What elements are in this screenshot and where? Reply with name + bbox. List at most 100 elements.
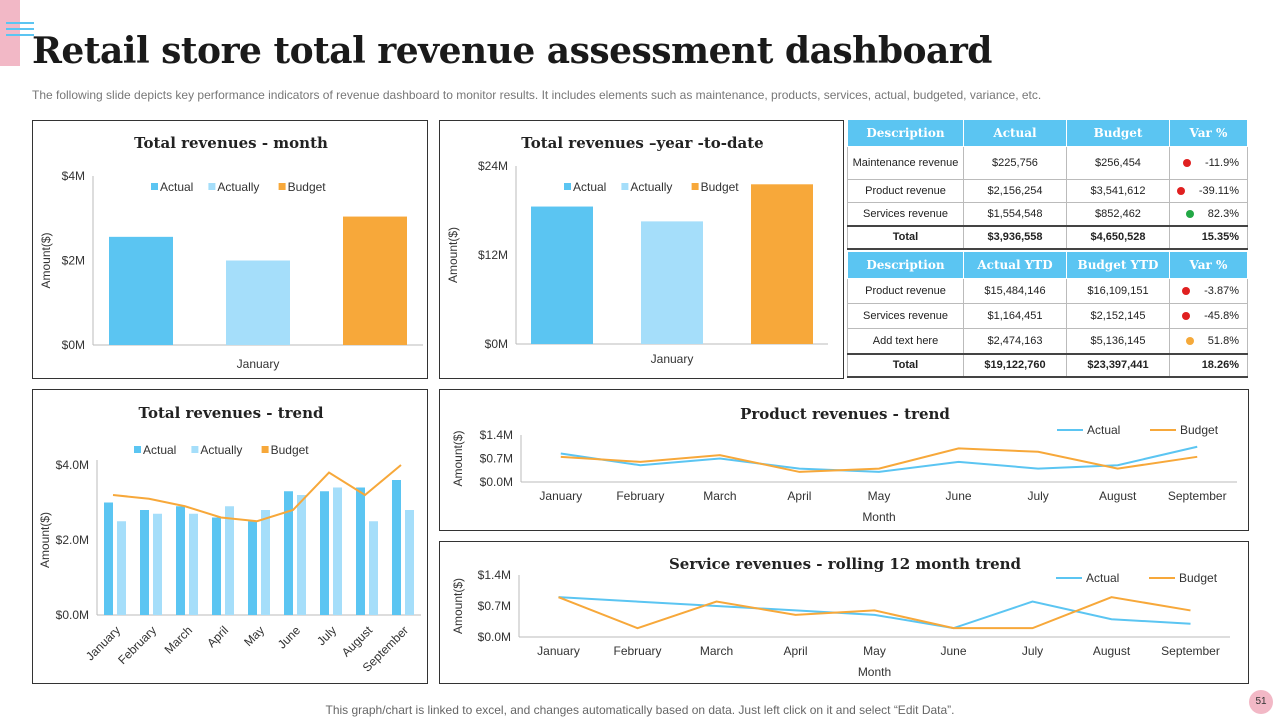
chart-revenues-ytd: Total revenues –year -to-date Actual Actua… (446, 134, 828, 366)
legend-label: Budget (701, 180, 740, 194)
legend-swatch (134, 446, 141, 453)
cell-var: 82.3% (1169, 202, 1248, 226)
line-actual (560, 445, 1198, 473)
cell-description: Product revenue (847, 179, 964, 203)
status-dot-icon (1182, 159, 1191, 168)
panel-revenues-ytd: Total revenues –year -to-date Actual Actua… (439, 120, 844, 379)
panel-product-trend: Product revenues - trend Actual Budget $0.0… (439, 389, 1249, 531)
bar-budget (343, 216, 407, 345)
cell-description: Services revenue (847, 303, 964, 329)
legend-swatch (564, 183, 571, 190)
legend-label: Actual (1086, 571, 1119, 585)
col-header-var: Var % (1169, 251, 1248, 279)
status-dot-icon (1176, 187, 1185, 196)
y-tick-label: $0.0M (478, 630, 511, 644)
cell-var: -11.9% (1169, 146, 1248, 180)
bar-actually (189, 513, 198, 615)
var-value: -45.8% (1204, 310, 1239, 322)
chart-revenues-month: Total revenues - month Actual Actually Budg… (39, 134, 423, 371)
legend-swatch (278, 183, 286, 190)
x-tick-label: May (863, 644, 886, 658)
cell-description: Maintenance revenue (847, 146, 964, 180)
line-budget (560, 447, 1198, 473)
y-tick-label: $4M (62, 169, 85, 183)
kpi-table-ytd: Description Actual YTD Budget YTD Var % … (847, 251, 1248, 378)
var-value: -3.87% (1204, 285, 1239, 297)
bar-actual (140, 510, 149, 615)
var-value: -39.11% (1198, 185, 1239, 197)
kpi-table-monthly: Description Actual Budget Var % Maintena… (847, 119, 1248, 250)
x-tick-label: April (787, 489, 811, 503)
var-value: -11.9% (1204, 157, 1239, 169)
y-tick-label: $0.7M (480, 452, 513, 466)
cell-actual: $3,936,558 (963, 224, 1067, 250)
bar-actually (153, 513, 162, 615)
col-header-description: Description (847, 119, 964, 147)
legend-label: Budget (1179, 571, 1218, 585)
cell-budget: $2,152,145 (1066, 303, 1170, 329)
x-tick-label: March (703, 489, 736, 503)
cell-actual: $1,164,451 (963, 303, 1067, 329)
cell-budget: $5,136,145 (1066, 328, 1170, 354)
x-tick-label: July (1022, 644, 1043, 658)
pink-corner-tab (0, 0, 20, 66)
cell-var: -45.8% (1169, 303, 1248, 329)
x-tick-label: April (783, 644, 807, 658)
cell-budget: $4,650,528 (1066, 224, 1170, 250)
table-total-row: Total $19,122,760 $23,397,441 18.26% (847, 352, 1248, 378)
y-tick-label: $0M (62, 338, 85, 352)
y-tick-label: $0.0M (480, 475, 513, 489)
line-budget (558, 596, 1191, 630)
table-row: Product revenue $2,156,254 $3,541,612 -3… (847, 179, 1248, 203)
legend-label: Budget (271, 443, 310, 457)
x-tick-label: August (1099, 489, 1137, 503)
panel-service-trend: Service revenues - rolling 12 month tren… (439, 541, 1249, 684)
cell-budget: $256,454 (1066, 146, 1170, 180)
y-tick-label: $24M (478, 159, 508, 173)
legend-label: Actual (143, 443, 176, 457)
table-row: Maintenance revenue $225,756 $256,454 -1… (847, 146, 1248, 180)
chart-title: Product revenues - trend (740, 405, 950, 423)
bar-actual (531, 206, 593, 344)
y-tick-label: $2.0M (56, 533, 89, 547)
chart-title: Total revenues - month (134, 134, 328, 152)
y-axis-label: Amount($) (38, 512, 52, 568)
legend-label: Actually (217, 180, 259, 194)
cell-description: Total (847, 224, 964, 250)
table-row: Add text here $2,474,163 $5,136,145 51.8… (847, 328, 1248, 354)
col-header-var: Var % (1169, 119, 1248, 147)
y-tick-label: $1.4M (478, 568, 511, 582)
col-header-description: Description (847, 251, 964, 279)
cell-budget: $3,541,612 (1066, 179, 1170, 203)
x-axis-label: Month (862, 510, 895, 524)
table-row: Product revenue $15,484,146 $16,109,151 … (847, 278, 1248, 304)
chart-revenues-trend: Total revenues - trend Actual Actually Budg… (38, 404, 421, 675)
x-tick-label: March (162, 623, 195, 656)
var-value: 51.8% (1207, 334, 1239, 347)
y-tick-label: $12M (478, 248, 508, 262)
bar-budget (751, 184, 813, 344)
bar-actually (297, 495, 306, 615)
bar-actually (261, 510, 270, 615)
cell-description: Services revenue (847, 202, 964, 226)
y-axis-label: Amount($) (451, 430, 465, 486)
chart-title: Service revenues - rolling 12 month tren… (669, 555, 1022, 573)
cell-actual: $2,474,163 (963, 328, 1067, 354)
legend-label: Actual (160, 180, 193, 194)
y-axis-label: Amount($) (446, 227, 460, 283)
bar-actually (369, 521, 378, 615)
line-actual (558, 596, 1191, 630)
cell-budget: $852,462 (1066, 202, 1170, 226)
status-dot-icon (1185, 209, 1194, 218)
table-total-row: Total $3,936,558 $4,650,528 15.35% (847, 224, 1248, 250)
cell-var: 51.8% (1169, 328, 1248, 354)
cell-description: Add text here (847, 328, 964, 354)
legend-label: Actual (1087, 423, 1120, 437)
legend-swatch (261, 446, 269, 453)
legend-swatch (208, 183, 216, 190)
menu-icon (6, 22, 34, 38)
y-tick-label: $2M (62, 254, 85, 268)
legend-label: Actual (573, 180, 606, 194)
x-tick-label: June (946, 489, 972, 503)
line-budget (112, 464, 402, 523)
